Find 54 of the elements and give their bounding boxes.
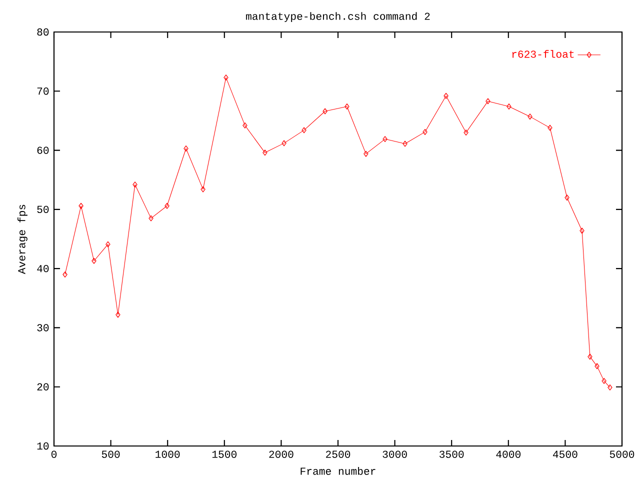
point xyxy=(78,202,84,209)
point xyxy=(564,194,570,201)
x-tick-label: 1500 xyxy=(212,450,237,458)
point xyxy=(242,122,248,128)
x-tick-label: 0 xyxy=(51,450,57,458)
x-axis-title: Frame number xyxy=(300,467,376,475)
x-tick-label: 500 xyxy=(102,450,120,458)
point xyxy=(506,104,512,110)
point xyxy=(382,136,388,142)
y-tick-label: 50 xyxy=(37,206,49,214)
point xyxy=(282,140,286,146)
point xyxy=(548,124,552,131)
point xyxy=(486,98,490,104)
x-tick-label: 1000 xyxy=(156,450,180,458)
x-tick-label: 3500 xyxy=(440,450,464,458)
point xyxy=(464,130,468,136)
point xyxy=(116,312,120,318)
point xyxy=(588,354,592,360)
x-tick-label: 2000 xyxy=(269,450,294,458)
point xyxy=(200,186,206,192)
point xyxy=(528,114,532,120)
y-tick-label: 10 xyxy=(37,442,49,450)
point xyxy=(602,378,606,384)
point xyxy=(580,228,584,234)
y-tick-label: 40 xyxy=(37,264,49,272)
y-tick-label: 70 xyxy=(37,88,49,95)
point xyxy=(132,182,138,188)
point xyxy=(92,258,96,264)
point xyxy=(164,202,170,209)
point xyxy=(184,146,188,152)
point xyxy=(106,241,110,248)
point xyxy=(344,104,350,110)
point xyxy=(402,140,408,147)
legend-label: r623-float xyxy=(512,50,574,58)
point xyxy=(302,127,306,134)
y-tick-label: 80 xyxy=(37,28,49,36)
y-tick-label: 30 xyxy=(37,324,49,332)
point xyxy=(262,150,268,156)
point xyxy=(364,150,368,157)
x-tick-label: 2500 xyxy=(326,450,350,458)
y-tick-label: 60 xyxy=(37,146,49,154)
point xyxy=(224,74,228,81)
point xyxy=(444,92,448,99)
x-tick-label: 5000 xyxy=(610,450,634,458)
y-tick-label: 20 xyxy=(37,383,49,390)
x-tick-label: 4500 xyxy=(552,450,578,458)
y-axis-title: Average fps xyxy=(18,204,28,274)
point xyxy=(422,128,428,135)
x-tick-label: 4000 xyxy=(496,450,521,458)
point xyxy=(148,215,154,222)
point xyxy=(594,363,600,370)
x-tick-label: 3000 xyxy=(382,450,407,458)
point xyxy=(322,108,328,114)
chart-title: mantatype-bench.csh command 2 xyxy=(246,12,430,22)
